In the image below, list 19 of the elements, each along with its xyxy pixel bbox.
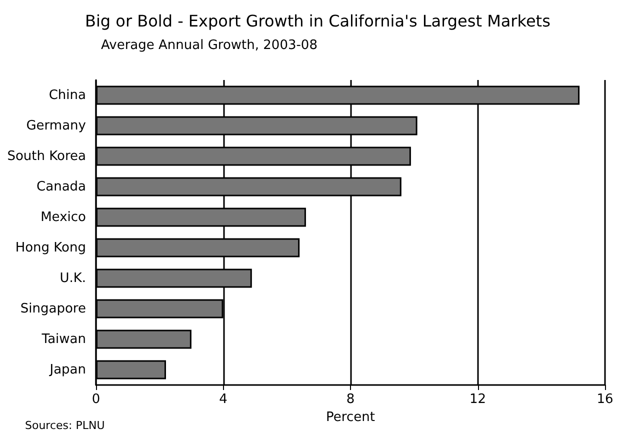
y-tick-label: Mexico: [40, 210, 86, 225]
source-note: Sources: PLNU: [25, 419, 105, 432]
y-tick-label: Singapore: [20, 301, 86, 316]
x-tick-label: 0: [92, 392, 100, 407]
chart-subtitle: Average Annual Growth, 2003-08: [101, 38, 318, 53]
y-tick-label: China: [48, 88, 86, 103]
y-tick-label: Canada: [36, 179, 86, 194]
y-tick-label: U.K.: [60, 270, 86, 286]
chart-title: Big or Bold - Export Growth in California's Largest Markets: [85, 12, 550, 30]
x-tick-label: 4: [219, 392, 228, 407]
y-tick-label: Japan: [48, 362, 86, 378]
x-tick-label: 12: [469, 392, 486, 407]
x-axis-title: Percent: [326, 410, 375, 425]
y-tick-label: Taiwan: [40, 332, 86, 347]
x-tick-label: 16: [596, 392, 614, 407]
x-tick-label: 8: [346, 392, 355, 407]
y-tick-label: South Korea: [7, 148, 86, 164]
y-tick-label: Germany: [26, 118, 86, 134]
y-tick-label: Hong Kong: [15, 240, 86, 256]
